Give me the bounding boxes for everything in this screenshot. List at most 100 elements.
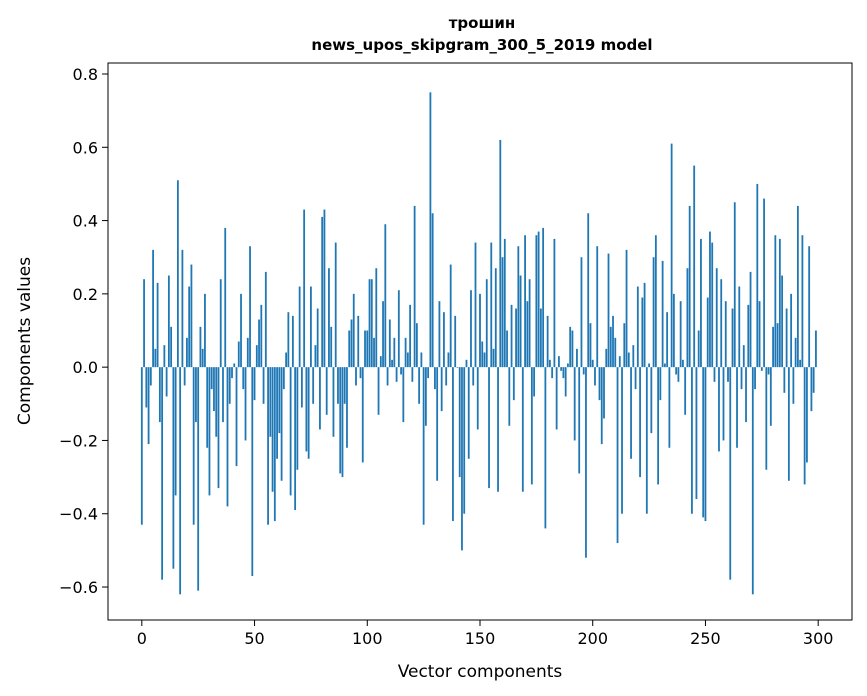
bar-167 bbox=[517, 246, 520, 368]
bar-214 bbox=[623, 323, 626, 368]
bar-125 bbox=[422, 367, 425, 525]
bar-99 bbox=[364, 330, 366, 368]
bar-225 bbox=[648, 363, 650, 368]
bar-134 bbox=[443, 312, 445, 368]
bar-29 bbox=[206, 367, 209, 448]
bar-282 bbox=[776, 323, 779, 368]
bar-244 bbox=[691, 367, 693, 514]
bar-71 bbox=[300, 367, 303, 408]
bar-292 bbox=[799, 359, 802, 368]
bar-75 bbox=[310, 286, 312, 368]
y-tick-label-3: 0.0 bbox=[73, 358, 98, 377]
bar-200 bbox=[591, 359, 594, 368]
bar-137 bbox=[449, 264, 452, 368]
bar-169 bbox=[521, 367, 524, 492]
bar-211 bbox=[616, 367, 619, 544]
bar-183 bbox=[553, 238, 556, 368]
bar-177 bbox=[539, 308, 542, 368]
bar-42 bbox=[235, 367, 238, 467]
chart-title-line-2: news_upos_skipgram_300_5_2019 model bbox=[311, 36, 652, 54]
bar-41 bbox=[233, 363, 236, 368]
bar-263 bbox=[733, 202, 736, 368]
bar-182 bbox=[551, 367, 554, 379]
bar-55 bbox=[264, 271, 267, 368]
bar-81 bbox=[323, 209, 326, 368]
bar-207 bbox=[607, 253, 610, 368]
bar-101 bbox=[368, 279, 371, 368]
bar-254 bbox=[713, 367, 716, 382]
bar-213 bbox=[621, 367, 623, 514]
bar-148 bbox=[474, 242, 477, 368]
y-axis: −0.6 −0.4 −0.2 0.0 0.2 0.4 0.6 0.8 bbox=[59, 65, 108, 597]
bar-102 bbox=[370, 279, 373, 368]
bar-176 bbox=[537, 231, 540, 368]
bar-158 bbox=[497, 367, 499, 492]
bar-259 bbox=[724, 301, 727, 368]
bar-187 bbox=[562, 367, 565, 379]
bar-98 bbox=[361, 367, 364, 463]
bar-284 bbox=[781, 275, 784, 368]
bar-283 bbox=[778, 238, 781, 368]
bar-171 bbox=[526, 301, 529, 368]
bar-5 bbox=[152, 249, 154, 368]
bar-62 bbox=[280, 367, 283, 481]
bar-112 bbox=[393, 337, 396, 368]
bar-217 bbox=[630, 367, 632, 459]
bar-273 bbox=[756, 183, 759, 368]
bar-119 bbox=[409, 304, 412, 368]
bar-83 bbox=[328, 268, 330, 368]
bar-74 bbox=[307, 367, 310, 459]
bar-199 bbox=[589, 323, 592, 368]
x-axis: 0 50 100 150 200 250 300 bbox=[137, 620, 833, 648]
bar-87 bbox=[337, 367, 339, 404]
bar-237 bbox=[675, 367, 678, 375]
bar-208 bbox=[609, 326, 612, 368]
bar-230 bbox=[659, 367, 662, 401]
bar-193 bbox=[576, 348, 578, 368]
bar-267 bbox=[742, 345, 745, 368]
bar-279 bbox=[769, 367, 772, 426]
bar-31 bbox=[210, 367, 213, 390]
bar-228 bbox=[654, 235, 657, 368]
bar-229 bbox=[657, 367, 660, 485]
bar-149 bbox=[476, 367, 479, 430]
bar-86 bbox=[334, 242, 337, 368]
bar-105 bbox=[377, 367, 380, 415]
bar-66 bbox=[289, 367, 292, 496]
bar-278 bbox=[767, 367, 770, 375]
bar-291 bbox=[796, 205, 799, 368]
bar-91 bbox=[346, 367, 348, 448]
bar-272 bbox=[754, 367, 756, 390]
bar-124 bbox=[420, 352, 423, 368]
y-axis-label: Components values bbox=[15, 257, 35, 425]
bar-248 bbox=[700, 238, 702, 368]
bar-287 bbox=[787, 367, 790, 481]
x-tick-label-4: 200 bbox=[577, 629, 608, 648]
bar-115 bbox=[400, 367, 402, 375]
bar-3 bbox=[147, 367, 150, 445]
x-tick-label-0: 0 bbox=[137, 629, 147, 648]
bar-8 bbox=[158, 367, 161, 423]
bar-242 bbox=[686, 268, 689, 368]
x-axis-label: Vector components bbox=[398, 662, 563, 682]
bar-88 bbox=[339, 367, 342, 474]
bar-135 bbox=[445, 367, 448, 386]
bar-298 bbox=[812, 367, 815, 393]
bar-191 bbox=[571, 330, 574, 368]
bar-224 bbox=[645, 367, 648, 514]
bar-156 bbox=[492, 348, 495, 368]
bar-289 bbox=[792, 367, 795, 404]
bar-21 bbox=[188, 286, 191, 368]
bar-82 bbox=[325, 367, 328, 415]
bar-151 bbox=[481, 341, 484, 368]
bar-239 bbox=[679, 301, 682, 368]
bar-258 bbox=[722, 367, 725, 441]
bar-138 bbox=[452, 367, 454, 522]
bar-94 bbox=[352, 293, 355, 368]
bar-52 bbox=[258, 319, 260, 368]
bar-22 bbox=[190, 264, 193, 368]
bar-241 bbox=[684, 367, 687, 415]
bar-58 bbox=[271, 367, 274, 492]
bar-290 bbox=[794, 337, 797, 368]
bar-261 bbox=[729, 367, 732, 580]
